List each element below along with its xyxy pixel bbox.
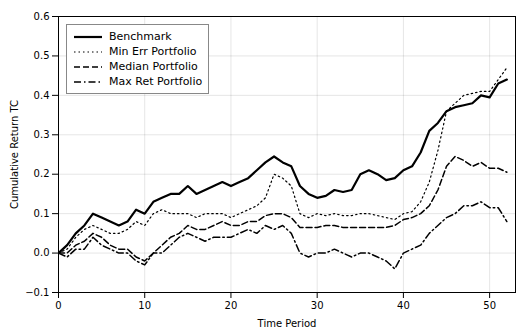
- svg-text:0.0: 0.0: [34, 247, 50, 258]
- svg-text:50: 50: [483, 300, 496, 311]
- svg-text:0.1: 0.1: [34, 208, 50, 219]
- svg-text:30: 30: [311, 300, 324, 311]
- html-text:Benchmark: Benchmark: [109, 30, 172, 43]
- svg-text:0.3: 0.3: [34, 129, 50, 140]
- svg-text:0.6: 0.6: [34, 11, 50, 22]
- svg-text:10: 10: [138, 300, 151, 311]
- svg-text:Cumulative Return TC: Cumulative Return TC: [9, 100, 20, 209]
- svg-text:−0.1: −0.1: [25, 287, 49, 298]
- svg-text:0.2: 0.2: [34, 168, 50, 179]
- svg-text:0: 0: [55, 300, 61, 311]
- svg-text:0.4: 0.4: [34, 90, 50, 101]
- html-text:Median Portfolio: Median Portfolio: [109, 60, 198, 73]
- svg-text:0.5: 0.5: [34, 50, 50, 61]
- svg-text:20: 20: [225, 300, 238, 311]
- svg-text:Time Period: Time Period: [257, 318, 317, 329]
- svg-text:40: 40: [397, 300, 410, 311]
- html-text:Min Err Portfolio: Min Err Portfolio: [109, 45, 197, 58]
- html-text:Max Ret Portfolio: Max Ret Portfolio: [109, 75, 203, 88]
